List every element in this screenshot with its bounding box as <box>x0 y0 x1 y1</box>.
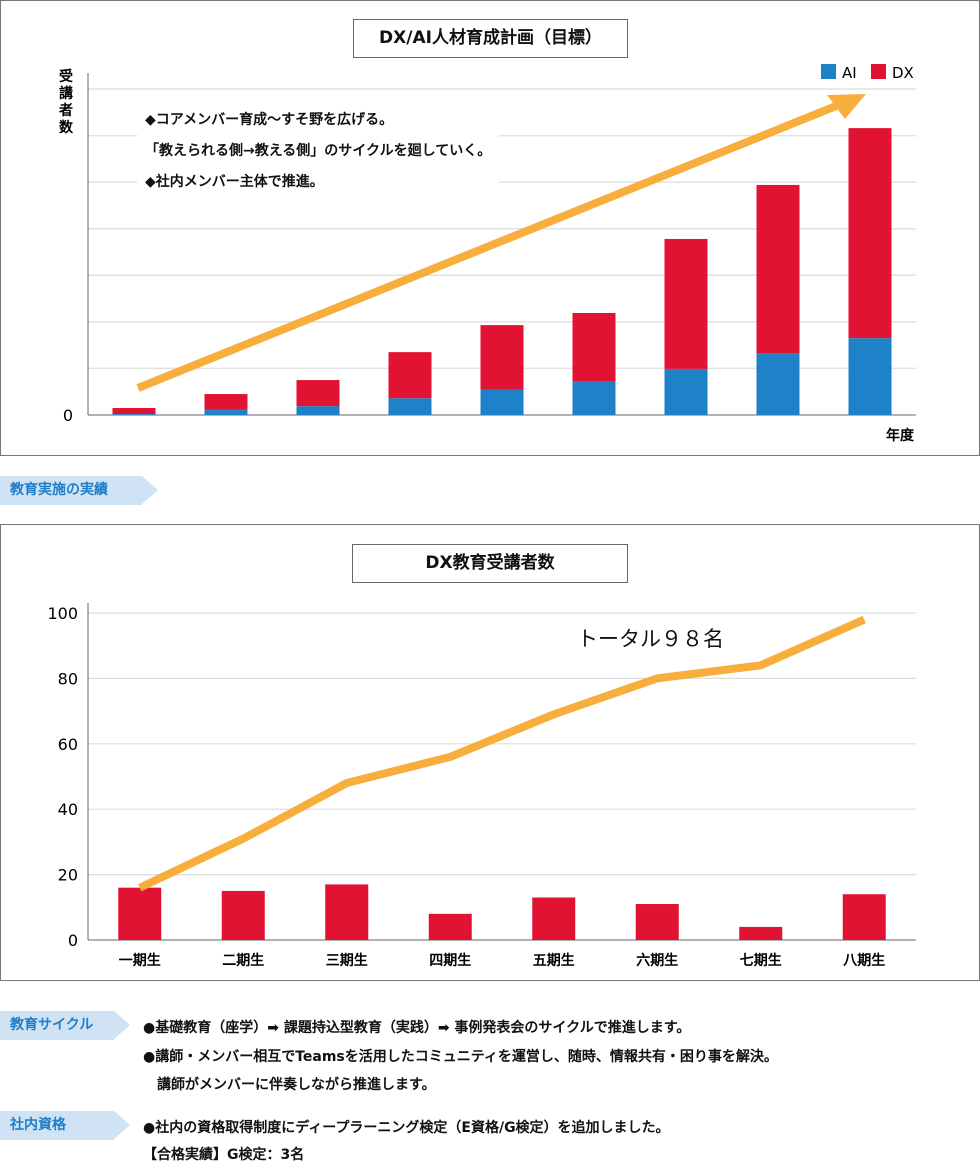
x-tick-label: 五期生 <box>533 952 575 969</box>
plan-chart-panel: 0 受講者数年度 AI DX DX/AI人材育成計画（目標） ◆コアメンバー育成～すそ… <box>0 0 980 456</box>
legend-swatch-ai <box>821 64 836 79</box>
y-tick-label: 60 <box>58 735 78 754</box>
y-tick-label: 0 <box>68 931 78 950</box>
bar <box>221 890 265 940</box>
cycle-ribbon: 教育サイクル <box>0 1011 130 1040</box>
bar-ai <box>480 389 524 415</box>
y-axis-label: 者 <box>59 103 73 119</box>
legend-label: DX <box>892 64 914 82</box>
annotation-line: ◆コアメンバー育成～すそ野を広げる。 <box>145 112 394 128</box>
bar-dx <box>204 394 248 410</box>
cert-line: 【合格実績】G検定：3名 <box>143 1147 305 1163</box>
bar <box>325 884 369 940</box>
bar-dx <box>480 325 524 390</box>
plan-annotation: ◆コアメンバー育成～すそ野を広げる。 「教えられる側→教える側」のサイクルを廻し… <box>137 105 500 198</box>
bar-dx <box>112 408 156 415</box>
y-tick-label: 40 <box>58 800 78 819</box>
y-tick-label: 0 <box>63 406 73 425</box>
total-annotation: トータル９８名 <box>577 627 724 651</box>
y-axis-label: 数 <box>59 119 74 136</box>
results-ribbon: 教育実施の実績 <box>0 476 158 505</box>
cert-line: ●社内の資格取得制度にディープラーニング検定（E資格/G検定）を追加しました。 <box>143 1120 670 1136</box>
x-axis-label: 年度 <box>886 427 915 444</box>
y-axis-label: 受 <box>59 68 73 85</box>
annotation-line: ◆社内メンバー主体で推進。 <box>145 174 324 190</box>
trend-arrow-head-icon <box>827 94 866 119</box>
bar-ai <box>388 398 432 415</box>
trend-arrow-shaft <box>136 100 843 392</box>
x-tick-label: 六期生 <box>636 952 678 969</box>
enrollment-chart: 0 20 40 60 80 100 一期生 二期生 三期生 四期生 五期生 六期生 七期生 八期生 <box>47 603 916 969</box>
bar-ai <box>296 406 340 415</box>
y-tick-label: 20 <box>58 866 78 885</box>
cumulative-line <box>138 615 866 892</box>
legend-swatch-dx <box>871 64 886 79</box>
bar-dx <box>756 184 800 354</box>
bar <box>428 913 472 940</box>
bar-ai <box>204 409 248 415</box>
cert-ribbon: 社内資格 <box>0 1111 130 1140</box>
bar <box>118 887 162 940</box>
enrollment-chart-title: DX教育受講者数 <box>352 544 628 583</box>
bar-dx <box>848 128 892 339</box>
x-tick-label: 七期生 <box>740 952 782 969</box>
bar-ai <box>572 381 616 415</box>
cycle-line: 講師がメンバーに伴奏しながら推進します。 <box>143 1077 436 1093</box>
bar <box>532 897 576 940</box>
bar-dx <box>296 380 340 407</box>
plan-chart-title: DX/AI人材育成計画（目標） <box>353 19 628 58</box>
bar-ai <box>664 368 708 415</box>
bar-dx <box>388 352 432 399</box>
enrollment-chart-panel: 0 20 40 60 80 100 一期生 二期生 三期生 四期生 五期生 六期生 七期生 八期生 DX教… <box>0 524 980 981</box>
y-tick-label: 100 <box>47 604 78 623</box>
legend-label: AI <box>842 64 857 82</box>
cycle-line: ●基礎教育（座学）➡ 課題持込型教育（実践）➡ 事例発表会のサイクルで推進します… <box>143 1020 691 1036</box>
bar <box>842 894 886 940</box>
bar <box>635 904 679 940</box>
x-tick-label: 三期生 <box>326 952 368 969</box>
bar-ai <box>112 414 156 415</box>
bar-ai <box>848 338 892 415</box>
bar <box>739 926 783 940</box>
cycle-line: ●講師・メンバー相互でTeamsを活用したコミュニティを運営し、随時、情報共有・… <box>143 1049 778 1065</box>
x-tick-label: 四期生 <box>429 952 471 969</box>
x-tick-label: 八期生 <box>842 952 885 969</box>
bar-dx <box>664 238 708 369</box>
bar-dx <box>572 313 616 382</box>
x-tick-label: 一期生 <box>119 952 161 969</box>
annotation-line: 「教えられる側→教える側」のサイクルを廻していく。 <box>145 143 492 159</box>
y-axis-label: 講 <box>59 85 73 102</box>
bar-ai <box>756 353 800 415</box>
x-tick-label: 二期生 <box>222 952 264 969</box>
y-tick-label: 80 <box>58 669 78 688</box>
